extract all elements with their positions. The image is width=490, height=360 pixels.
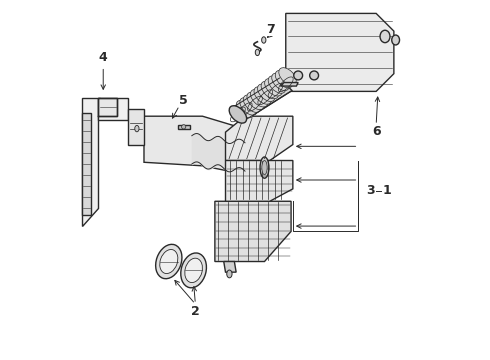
Ellipse shape [229,106,246,123]
Ellipse shape [262,37,266,43]
Ellipse shape [275,71,293,88]
Ellipse shape [255,49,260,55]
Polygon shape [98,99,118,116]
Ellipse shape [185,258,202,283]
Polygon shape [144,116,263,187]
Polygon shape [215,201,291,261]
Text: 6: 6 [372,125,380,138]
Ellipse shape [135,125,139,132]
Text: 2: 2 [191,305,200,318]
Ellipse shape [156,244,182,279]
Ellipse shape [272,73,289,91]
Polygon shape [225,116,293,161]
Ellipse shape [240,98,257,115]
Ellipse shape [182,125,186,129]
Ellipse shape [279,68,296,85]
Polygon shape [98,99,128,120]
Ellipse shape [258,84,275,102]
Ellipse shape [181,253,206,288]
Ellipse shape [244,95,261,112]
Ellipse shape [294,71,303,80]
Text: 5: 5 [178,94,187,107]
Text: 7: 7 [266,23,275,36]
Text: 4: 4 [99,51,108,64]
Ellipse shape [236,100,254,118]
Polygon shape [280,82,298,86]
Ellipse shape [392,35,399,45]
Polygon shape [286,13,394,91]
Ellipse shape [268,76,286,93]
Polygon shape [128,109,144,145]
Ellipse shape [260,157,269,178]
Ellipse shape [160,249,178,274]
Ellipse shape [262,161,267,175]
Polygon shape [82,99,99,226]
Ellipse shape [254,87,271,104]
Polygon shape [178,125,190,129]
Polygon shape [232,78,292,121]
Text: 3: 3 [367,184,375,197]
Polygon shape [82,113,91,215]
Ellipse shape [227,270,232,278]
Ellipse shape [250,90,268,107]
Ellipse shape [247,92,264,110]
Text: 1: 1 [382,184,391,197]
Ellipse shape [261,81,278,99]
Polygon shape [225,161,293,201]
Ellipse shape [380,30,390,42]
Ellipse shape [265,78,282,96]
Ellipse shape [310,71,318,80]
Polygon shape [224,261,236,272]
